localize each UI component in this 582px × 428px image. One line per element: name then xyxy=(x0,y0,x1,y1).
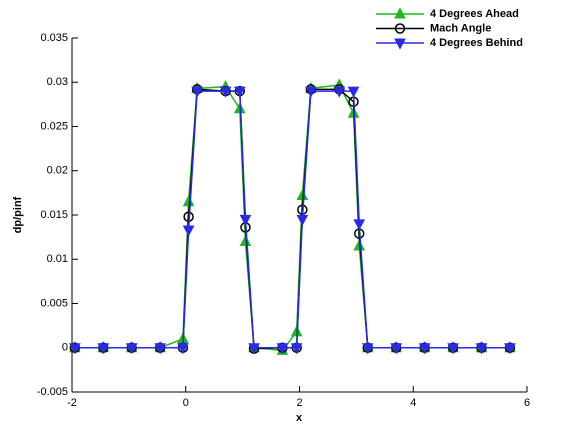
y-tick-label: 0.005 xyxy=(40,297,68,309)
series-line xyxy=(74,88,510,350)
y-tick-label: 0.01 xyxy=(47,253,68,265)
series-line xyxy=(74,90,510,349)
marker xyxy=(353,239,366,251)
marker xyxy=(290,343,303,355)
marker xyxy=(347,86,360,98)
x-tick-label: 0 xyxy=(183,397,189,409)
marker xyxy=(182,195,195,207)
marker xyxy=(239,234,252,247)
marker xyxy=(504,343,516,355)
marker xyxy=(394,23,406,34)
marker xyxy=(447,343,459,355)
marker xyxy=(333,86,346,98)
marker xyxy=(394,38,406,50)
marker xyxy=(177,343,189,355)
x-tick-label: -2 xyxy=(67,397,77,409)
y-tick-label: 0.02 xyxy=(47,165,68,177)
y-tick-label: 0.03 xyxy=(47,76,68,88)
marker xyxy=(97,343,110,355)
marker xyxy=(361,343,374,355)
marker xyxy=(69,343,81,355)
marker xyxy=(296,188,309,201)
marker xyxy=(219,86,232,98)
marker xyxy=(233,86,246,98)
marker xyxy=(248,343,260,355)
x-tick-label: 4 xyxy=(410,397,416,409)
series-line xyxy=(74,84,510,352)
marker xyxy=(239,214,252,226)
y-tick-label: 0.015 xyxy=(40,209,68,221)
legend-label: Mach Angle xyxy=(430,22,491,34)
marker xyxy=(182,225,195,237)
marker xyxy=(125,343,138,355)
marker xyxy=(394,7,406,19)
x-tick-label: 6 xyxy=(524,397,530,409)
marker xyxy=(191,86,203,98)
legend-label: 4 Degrees Behind xyxy=(430,37,523,49)
marker xyxy=(276,343,289,355)
y-tick-label: -0.005 xyxy=(37,386,68,398)
y-tick-label: 0.025 xyxy=(40,120,68,132)
y-axis-label: dp/pinf xyxy=(12,196,24,233)
y-tick-label: 0 xyxy=(62,342,68,354)
marker xyxy=(296,214,309,226)
marker xyxy=(475,343,488,355)
marker xyxy=(390,343,403,355)
marker xyxy=(418,343,431,355)
marker xyxy=(305,86,317,98)
legend-label: 4 Degrees Ahead xyxy=(430,8,519,20)
x-tick-label: 2 xyxy=(296,397,302,409)
x-axis-label: x xyxy=(296,412,303,424)
marker xyxy=(154,343,166,355)
y-tick-label: 0.035 xyxy=(40,32,68,44)
marker xyxy=(353,219,366,231)
